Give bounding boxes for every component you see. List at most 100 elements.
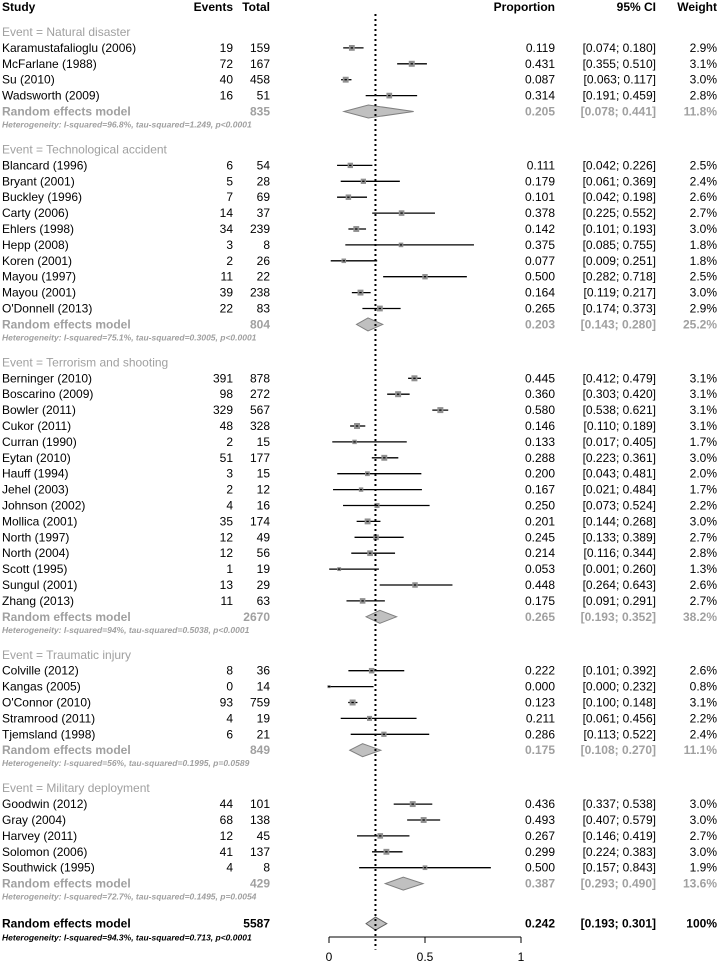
- study-weight: 2.2%: [690, 499, 717, 513]
- study-name: Gray (2004): [2, 813, 66, 827]
- study-ci: [0.538; 0.621]: [583, 403, 656, 417]
- study-weight: 2.7%: [690, 829, 717, 843]
- study-total: 21: [257, 727, 271, 741]
- study-proportion: 0.448: [525, 578, 555, 592]
- study-ci: [0.133; 0.389]: [583, 530, 656, 544]
- study-proportion: 0.375: [525, 238, 555, 252]
- overall-label: Random effects model: [2, 917, 131, 931]
- study-ci: [0.113; 0.522]: [583, 727, 656, 741]
- study-total: 567: [250, 403, 270, 417]
- study-events: 22: [220, 302, 234, 316]
- study-events: 1: [226, 562, 233, 576]
- study-name: Bryant (2001): [2, 174, 75, 188]
- study-ci: [0.224; 0.383]: [583, 845, 656, 859]
- study-events: 4: [226, 499, 233, 513]
- study-events: 35: [220, 514, 234, 528]
- study-total: 878: [250, 371, 270, 385]
- subgroup-summary-label: Random effects model: [2, 743, 131, 757]
- study-weight: 3.1%: [690, 696, 717, 710]
- study-proportion: 0.314: [525, 89, 555, 103]
- subgroup-heterogeneity: Heterogeneity: I-squared=96.8%, tau-squa…: [2, 120, 252, 130]
- study-weight: 2.8%: [690, 89, 717, 103]
- subgroup-heterogeneity: Heterogeneity: I-squared=94%, tau-square…: [2, 625, 250, 635]
- header-proportion: Proportion: [494, 0, 555, 14]
- study-events: 3: [226, 467, 233, 481]
- study-total: 272: [250, 387, 270, 401]
- study-events: 14: [220, 206, 234, 220]
- study-ci: [0.042; 0.198]: [583, 190, 656, 204]
- study-ci: [0.001; 0.260]: [583, 562, 656, 576]
- study-weight: 2.5%: [690, 158, 717, 172]
- study-events: 93: [220, 696, 234, 710]
- study-proportion: 0.053: [525, 562, 555, 576]
- subgroup-label: Event = Traumatic injury: [2, 648, 131, 662]
- study-total: 19: [257, 562, 271, 576]
- study-name: Johnson (2002): [2, 499, 85, 513]
- study-weight: 0.8%: [690, 680, 717, 694]
- study-name: Su (2010): [2, 73, 55, 87]
- study-name: North (1997): [2, 530, 69, 544]
- study-proportion: 0.200: [525, 467, 555, 481]
- study-name: Buckley (1996): [2, 190, 82, 204]
- study-events: 44: [220, 797, 234, 811]
- study-weight: 2.6%: [690, 664, 717, 678]
- subgroup-summary-proportion: 0.205: [525, 105, 555, 119]
- study-name: Hauff (1994): [2, 467, 69, 481]
- study-proportion: 0.179: [525, 174, 555, 188]
- subgroup-summary-proportion: 0.265: [525, 610, 555, 624]
- study-ci: [0.337; 0.538]: [583, 797, 656, 811]
- study-total: 14: [257, 680, 271, 694]
- study-ci: [0.061; 0.369]: [583, 174, 656, 188]
- study-weight: 2.0%: [690, 467, 717, 481]
- study-name: Stramrood (2011): [2, 711, 95, 725]
- study-weight: 2.2%: [690, 711, 717, 725]
- study-total: 28: [257, 174, 271, 188]
- study-weight: 2.9%: [690, 302, 717, 316]
- study-proportion: 0.288: [525, 451, 555, 465]
- study-total: 26: [257, 254, 271, 268]
- study-name: Berninger (2010): [2, 371, 92, 385]
- study-events: 391: [213, 371, 233, 385]
- subgroup-label: Event = Technological accident: [2, 143, 168, 157]
- study-weight: 2.7%: [690, 594, 717, 608]
- subgroup-summary-label: Random effects model: [2, 105, 131, 119]
- study-events: 68: [220, 813, 234, 827]
- study-total: 15: [257, 467, 271, 481]
- study-weight: 1.8%: [690, 238, 717, 252]
- overall-ci: [0.193; 0.301]: [581, 917, 656, 931]
- subgroup-summary-total: 429: [250, 877, 270, 891]
- study-events: 98: [220, 387, 234, 401]
- subgroup-diamond: [348, 743, 383, 758]
- study-proportion: 0.175: [525, 594, 555, 608]
- study-proportion: 0.087: [525, 73, 555, 87]
- subgroup-summary-weight: 13.6%: [683, 877, 717, 891]
- study-events: 6: [226, 158, 233, 172]
- study-name: Curran (1990): [2, 435, 77, 449]
- study-events: 12: [220, 829, 234, 843]
- overall-weight: 100%: [686, 917, 717, 931]
- study-events: 39: [220, 286, 234, 300]
- study-total: 328: [250, 419, 270, 433]
- study-weight: 3.0%: [690, 286, 717, 300]
- study-ci: [0.146; 0.419]: [583, 829, 656, 843]
- study-proportion: 0.431: [525, 57, 555, 71]
- study-proportion: 0.214: [525, 546, 555, 560]
- study-events: 329: [213, 403, 233, 417]
- study-name: Blancard (1996): [2, 158, 87, 172]
- study-ci: [0.110; 0.189]: [583, 419, 656, 433]
- study-weight: 2.9%: [690, 41, 717, 55]
- study-name: Cukor (2011): [2, 419, 71, 433]
- subgroup-summary-total: 849: [250, 743, 270, 757]
- study-ci: [0.157; 0.843]: [583, 861, 656, 875]
- study-proportion: 0.500: [525, 861, 555, 875]
- subgroup-summary-ci: [0.193; 0.352]: [581, 610, 656, 624]
- subgroup-summary-proportion: 0.203: [525, 317, 555, 331]
- study-ci: [0.100; 0.148]: [583, 696, 656, 710]
- study-weight: 2.7%: [690, 206, 717, 220]
- subgroup-summary-ci: [0.078; 0.441]: [581, 105, 656, 119]
- study-name: Goodwin (2012): [2, 797, 87, 811]
- study-proportion: 0.201: [525, 514, 555, 528]
- subgroup-diamond: [355, 317, 385, 332]
- study-proportion: 0.146: [525, 419, 555, 433]
